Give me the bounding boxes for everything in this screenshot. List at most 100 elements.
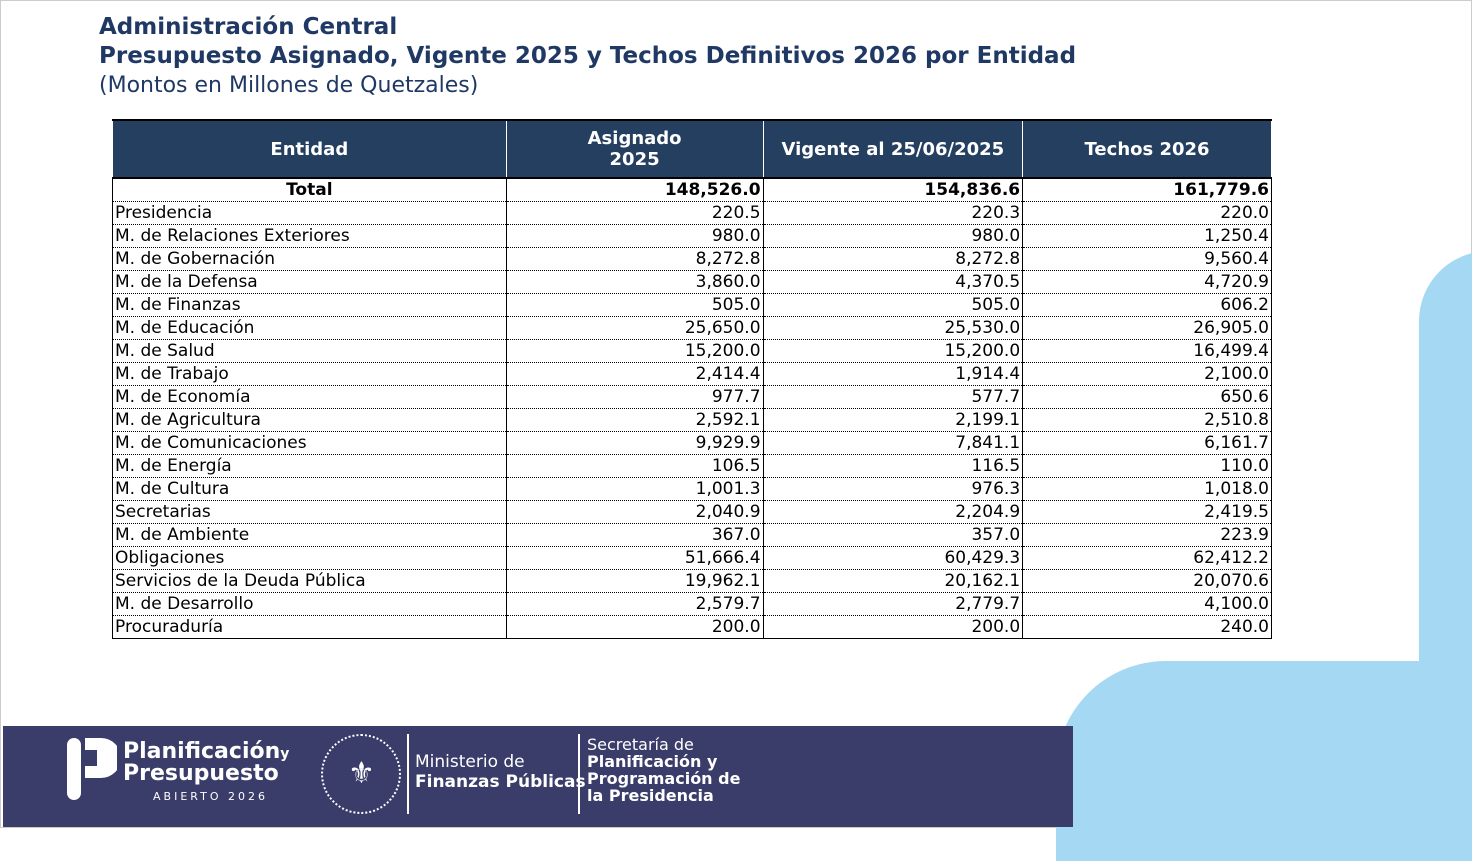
table-row: Secretarias 2,040.9 2,204.9 2,419.5 (112, 500, 1272, 524)
amount-cell: 980.0 (762, 224, 1024, 248)
amount-cell: 2,199.1 (762, 408, 1024, 432)
entity-cell: M. de Salud (112, 339, 507, 363)
amount-cell: 20,070.6 (1022, 569, 1272, 593)
entity-cell: M. de la Defensa (112, 270, 507, 294)
amount-cell: 200.0 (762, 615, 1024, 639)
total-value: 154,836.6 (762, 177, 1024, 202)
amount-cell: 26,905.0 (1022, 316, 1272, 340)
amount-cell: 240.0 (1022, 615, 1272, 639)
table-row: Presidencia 220.5 220.3 220.0 (112, 201, 1272, 225)
total-label: Total (112, 177, 507, 202)
amount-cell: 1,914.4 (762, 362, 1024, 386)
amount-cell: 116.5 (762, 454, 1024, 478)
footer: Planificacióny Presupuesto ABIERTO 2026 … (3, 726, 1073, 827)
entity-cell: Presidencia (112, 201, 507, 225)
segeplan-line1: Secretaría de (587, 735, 694, 754)
amount-cell: 220.5 (505, 201, 764, 225)
segeplan-line2: Planificación y (587, 752, 718, 771)
entity-cell: M. de Gobernación (112, 247, 507, 271)
entity-cell: M. de Agricultura (112, 408, 507, 432)
divider (578, 734, 580, 814)
amount-cell: 20,162.1 (762, 569, 1024, 593)
amount-cell: 505.0 (762, 293, 1024, 317)
amount-cell: 15,200.0 (762, 339, 1024, 363)
entity-cell: Servicios de la Deuda Pública (112, 569, 507, 593)
amount-cell: 2,100.0 (1022, 362, 1272, 386)
column-header: Asignado 2025 (505, 119, 764, 179)
amount-cell: 1,018.0 (1022, 477, 1272, 501)
pp-line2: Presupuesto (123, 761, 279, 786)
entity-cell: Secretarias (112, 500, 507, 524)
entity-cell: M. de Ambiente (112, 523, 507, 547)
entity-cell: M. de Trabajo (112, 362, 507, 386)
amount-cell: 2,419.5 (1022, 500, 1272, 524)
column-header: Techos 2026 (1022, 119, 1272, 179)
table-row: M. de Ambiente 367.0 357.0 223.9 (112, 523, 1272, 547)
amount-cell: 106.5 (505, 454, 764, 478)
title-line-2: Presupuesto Asignado, Vigente 2025 y Tec… (99, 43, 1077, 69)
table-row: M. de Cultura 1,001.3 976.3 1,018.0 (112, 477, 1272, 501)
amount-cell: 606.2 (1022, 293, 1272, 317)
amount-cell: 19,962.1 (505, 569, 764, 593)
amount-cell: 2,040.9 (505, 500, 764, 524)
mfp-logo: Ministerio de Finanzas Públicas (415, 752, 586, 792)
amount-cell: 980.0 (505, 224, 764, 248)
decorative-shape (1419, 251, 1472, 731)
table-row: M. de Gobernación 8,272.8 8,272.8 9,560.4 (112, 247, 1272, 271)
mfp-line2: Finanzas Públicas (415, 772, 586, 792)
table-row: M. de Comunicaciones 9,929.9 7,841.1 6,161.… (112, 431, 1272, 455)
table-row: M. de Desarrollo 2,579.7 2,779.7 4,100.0 (112, 592, 1272, 616)
column-header: Entidad (112, 119, 507, 179)
amount-cell: 2,204.9 (762, 500, 1024, 524)
amount-cell: 60,429.3 (762, 546, 1024, 570)
table-row: Servicios de la Deuda Pública 19,962.1 20,… (112, 569, 1272, 593)
amount-cell: 4,720.9 (1022, 270, 1272, 294)
table-row: M. de la Defensa 3,860.0 4,370.5 4,720.9 (112, 270, 1272, 294)
amount-cell: 7,841.1 (762, 431, 1024, 455)
planificacion-presupuesto-logo-icon (67, 738, 117, 800)
amount-cell: 200.0 (505, 615, 764, 639)
page-title: Administración Central Presupuesto Asign… (99, 13, 1076, 71)
pp-line1: Planificación (123, 739, 281, 764)
amount-cell: 505.0 (505, 293, 764, 317)
amount-cell: 15,200.0 (505, 339, 764, 363)
entity-cell: Obligaciones (112, 546, 507, 570)
amount-cell: 977.7 (505, 385, 764, 409)
table-row: Procuraduría 200.0 200.0 240.0 (112, 615, 1272, 639)
amount-cell: 220.0 (1022, 201, 1272, 225)
table-row: M. de Educación 25,650.0 25,530.0 26,905.0 (112, 316, 1272, 340)
segeplan-line4: la Presidencia (587, 786, 714, 805)
entity-cell: M. de Finanzas (112, 293, 507, 317)
entity-cell: M. de Relaciones Exteriores (112, 224, 507, 248)
table-row: M. de Relaciones Exteriores 980.0 980.0 1,2… (112, 224, 1272, 248)
amount-cell: 16,499.4 (1022, 339, 1272, 363)
entity-cell: M. de Energía (112, 454, 507, 478)
entity-cell: M. de Comunicaciones (112, 431, 507, 455)
amount-cell: 6,161.7 (1022, 431, 1272, 455)
amount-cell: 1,001.3 (505, 477, 764, 501)
subtitle: (Montos en Millones de Quetzales) (99, 73, 479, 98)
amount-cell: 2,510.8 (1022, 408, 1272, 432)
amount-cell: 8,272.8 (505, 247, 764, 271)
amount-cell: 4,100.0 (1022, 592, 1272, 616)
entity-cell: Procuraduría (112, 615, 507, 639)
table-row: Obligaciones 51,666.4 60,429.3 62,412.2 (112, 546, 1272, 570)
amount-cell: 110.0 (1022, 454, 1272, 478)
budget-table: Entidad Asignado 2025 Vigente al 25/06/202… (112, 119, 1272, 639)
divider (407, 734, 409, 814)
mfp-line1: Ministerio de (415, 752, 525, 772)
guatemala-seal-icon: ⚜ (321, 734, 401, 814)
pp-logo-text: Planificacióny Presupuesto (123, 739, 290, 786)
amount-cell: 650.6 (1022, 385, 1272, 409)
table-row: M. de Energía 106.5 116.5 110.0 (112, 454, 1272, 478)
total-row: Total 148,526.0 154,836.6 161,779.6 (112, 177, 1272, 202)
amount-cell: 367.0 (505, 523, 764, 547)
pp-y: y (280, 746, 290, 762)
amount-cell: 51,666.4 (505, 546, 764, 570)
amount-cell: 2,779.7 (762, 592, 1024, 616)
table-row: M. de Salud 15,200.0 15,200.0 16,499.4 (112, 339, 1272, 363)
table-row: M. de Finanzas 505.0 505.0 606.2 (112, 293, 1272, 317)
entity-cell: M. de Desarrollo (112, 592, 507, 616)
table-row: M. de Trabajo 2,414.4 1,914.4 2,100.0 (112, 362, 1272, 386)
column-header: Vigente al 25/06/2025 (762, 119, 1024, 179)
